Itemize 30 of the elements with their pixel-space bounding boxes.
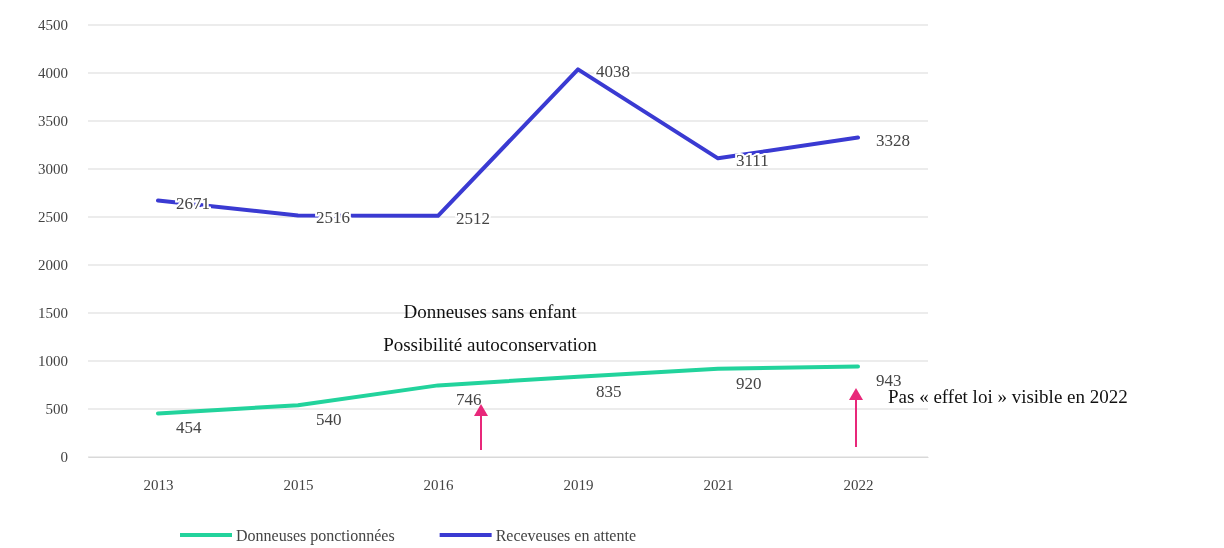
data-label: 4038 bbox=[596, 62, 630, 82]
data-label: 3328 bbox=[876, 130, 910, 150]
annotation: Possibilité autoconservation bbox=[383, 334, 598, 355]
y-tick-label: 4000 bbox=[38, 65, 68, 82]
annotation: Donneuses sans enfant bbox=[403, 301, 578, 322]
data-label: 3111 bbox=[736, 151, 769, 171]
x-tick-label: 2021 bbox=[703, 476, 734, 493]
data-label: 2512 bbox=[456, 208, 490, 228]
y-tick-label: 2500 bbox=[38, 209, 68, 226]
legend-label: Donneuses ponctionnées bbox=[236, 527, 395, 545]
y-tick-label: 1500 bbox=[38, 305, 68, 322]
x-tick-label: 2013 bbox=[143, 476, 174, 493]
line-series bbox=[156, 364, 860, 416]
x-tick-label: 2015 bbox=[283, 476, 314, 493]
legend-label: Receveuses en attente bbox=[495, 527, 637, 544]
data-label: 540 bbox=[316, 410, 342, 430]
x-tick-label: 2022 bbox=[843, 476, 874, 493]
y-tick-label: 3000 bbox=[38, 161, 68, 178]
x-tick-label: 2019 bbox=[563, 476, 594, 493]
y-tick-label: 2000 bbox=[38, 257, 68, 274]
y-tick-label: 3500 bbox=[38, 113, 68, 130]
data-label: 920 bbox=[736, 373, 762, 393]
y-tick-label: 1000 bbox=[38, 353, 68, 370]
data-label: 454 bbox=[176, 418, 202, 438]
data-label: 835 bbox=[596, 381, 622, 401]
y-tick-label: 4500 bbox=[38, 17, 68, 34]
x-tick-label: 2016 bbox=[423, 476, 454, 493]
y-tick-label: 0 bbox=[60, 449, 68, 466]
data-label: 746 bbox=[456, 390, 482, 410]
y-tick-label: 500 bbox=[45, 401, 68, 418]
